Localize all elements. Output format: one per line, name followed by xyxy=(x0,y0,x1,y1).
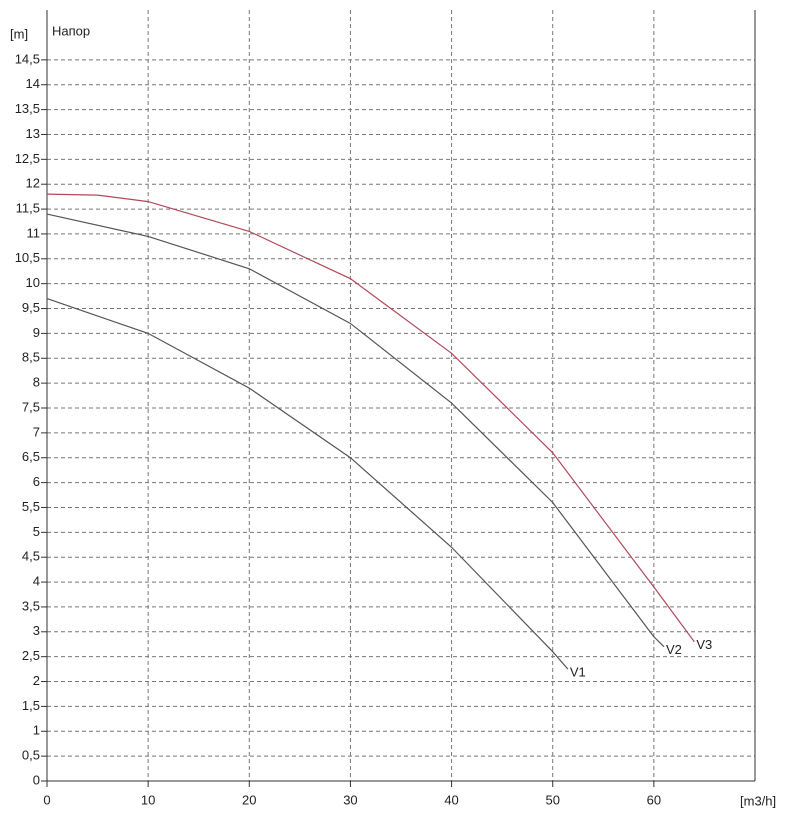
y-tick-label: 8 xyxy=(33,375,40,390)
x-tick-label: 50 xyxy=(545,792,559,807)
series-label: V2 xyxy=(666,642,682,657)
x-axis-label: [m3/h] xyxy=(740,793,776,808)
y-tick-label: 6,5 xyxy=(22,449,40,464)
y-tick-label: 7,5 xyxy=(22,399,40,414)
y-tick-label: 9,5 xyxy=(22,300,40,315)
y-tick-label: 4,5 xyxy=(22,549,40,564)
y-tick-label: 3,5 xyxy=(22,598,40,613)
series-line xyxy=(46,298,569,670)
y-tick-label: 3 xyxy=(33,623,40,638)
y-tick-label: 14 xyxy=(26,76,40,91)
y-tick-label: 13,5 xyxy=(15,101,40,116)
y-axis-label: [m] xyxy=(10,26,28,41)
y-tick-label: 10,5 xyxy=(15,250,40,265)
y-tick-label: 14,5 xyxy=(15,51,40,66)
y-tick-label: 1 xyxy=(33,723,40,738)
x-tick-label: 20 xyxy=(242,792,256,807)
chart-title: Напор xyxy=(52,23,90,38)
series-label: V1 xyxy=(570,665,586,680)
series-label: V3 xyxy=(696,637,712,652)
y-tick-label: 5,5 xyxy=(22,499,40,514)
x-tick-label: 0 xyxy=(43,792,50,807)
y-tick-label: 11,5 xyxy=(16,201,40,216)
series-line xyxy=(46,193,695,643)
y-tick-label: 6 xyxy=(33,474,40,489)
x-tick-label: 30 xyxy=(343,792,357,807)
x-tick-label: 40 xyxy=(444,792,458,807)
y-tick-label: 8,5 xyxy=(22,350,40,365)
y-tick-label: 0 xyxy=(33,772,40,787)
x-tick-label: 10 xyxy=(141,792,155,807)
y-tick-label: 4 xyxy=(33,574,40,589)
y-tick-label: 0,5 xyxy=(22,748,40,763)
y-tick-label: 12 xyxy=(26,176,40,191)
y-tick-label: 7 xyxy=(33,424,40,439)
y-tick-label: 11 xyxy=(27,225,41,240)
y-tick-label: 1,5 xyxy=(22,698,40,713)
y-tick-label: 10 xyxy=(26,275,40,290)
series-line xyxy=(46,213,665,648)
y-tick-label: 2 xyxy=(33,673,40,688)
y-tick-label: 2,5 xyxy=(22,648,40,663)
y-tick-label: 5 xyxy=(33,524,40,539)
y-tick-label: 9 xyxy=(33,325,40,340)
y-tick-label: 13 xyxy=(26,126,40,141)
y-tick-label: 12,5 xyxy=(15,151,40,166)
x-tick-label: 60 xyxy=(647,792,661,807)
